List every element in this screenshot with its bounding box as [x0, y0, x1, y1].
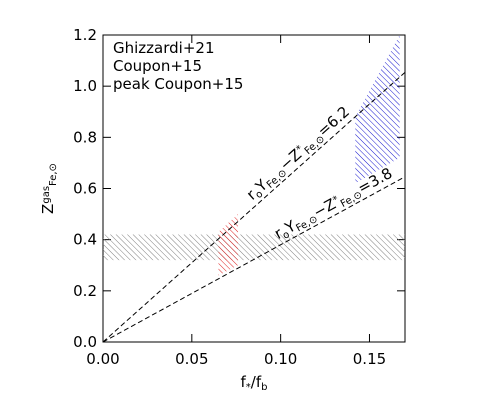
label-part: o	[281, 229, 292, 242]
label-part: Fe,⊙	[48, 163, 59, 186]
band	[355, 35, 400, 184]
dashed-line	[103, 71, 405, 342]
line-label: roYFe,⊙−Z*Fe,⊙=3.8	[271, 164, 396, 245]
y-tick-label: 1.2	[73, 26, 97, 44]
line-label: roYFe,⊙−Z*Fe,⊙=6.2	[243, 103, 354, 206]
y-tick-label: 0.0	[73, 333, 97, 351]
dashed-line	[103, 176, 405, 342]
y-tick-label: 0.8	[73, 128, 97, 146]
label-part: f	[241, 373, 247, 391]
label-part: *	[294, 143, 305, 155]
x-tick-label: 0.10	[264, 350, 297, 368]
x-tick-label: 0.15	[353, 350, 386, 368]
band	[103, 234, 405, 261]
plot-area	[103, 35, 405, 342]
legend-entry: Coupon+15	[113, 57, 202, 75]
label-part: gas	[41, 186, 52, 204]
y-tick-label: 0.6	[73, 180, 97, 198]
label-part: Z	[39, 204, 57, 214]
label-part: =6.2	[314, 103, 353, 141]
y-tick-label: 1.0	[73, 77, 97, 95]
x-tick-label: 0.05	[175, 350, 208, 368]
y-tick-label: 0.4	[73, 231, 97, 249]
legend-entry: peak Coupon+15	[113, 75, 243, 93]
y-tick-label: 0.2	[73, 282, 97, 300]
label-part: *	[331, 194, 341, 206]
label-part: *	[246, 382, 251, 393]
y-axis-label: ZgasFe,⊙	[39, 163, 59, 214]
label-part: o	[254, 189, 266, 201]
label-part: b	[261, 382, 267, 393]
x-axis-label: f*/fb	[241, 373, 268, 393]
legend-entry: Ghizzardi+21	[113, 39, 214, 57]
band	[218, 214, 239, 276]
label-part: /f	[251, 373, 262, 391]
x-tick-label: 0.00	[86, 350, 119, 368]
